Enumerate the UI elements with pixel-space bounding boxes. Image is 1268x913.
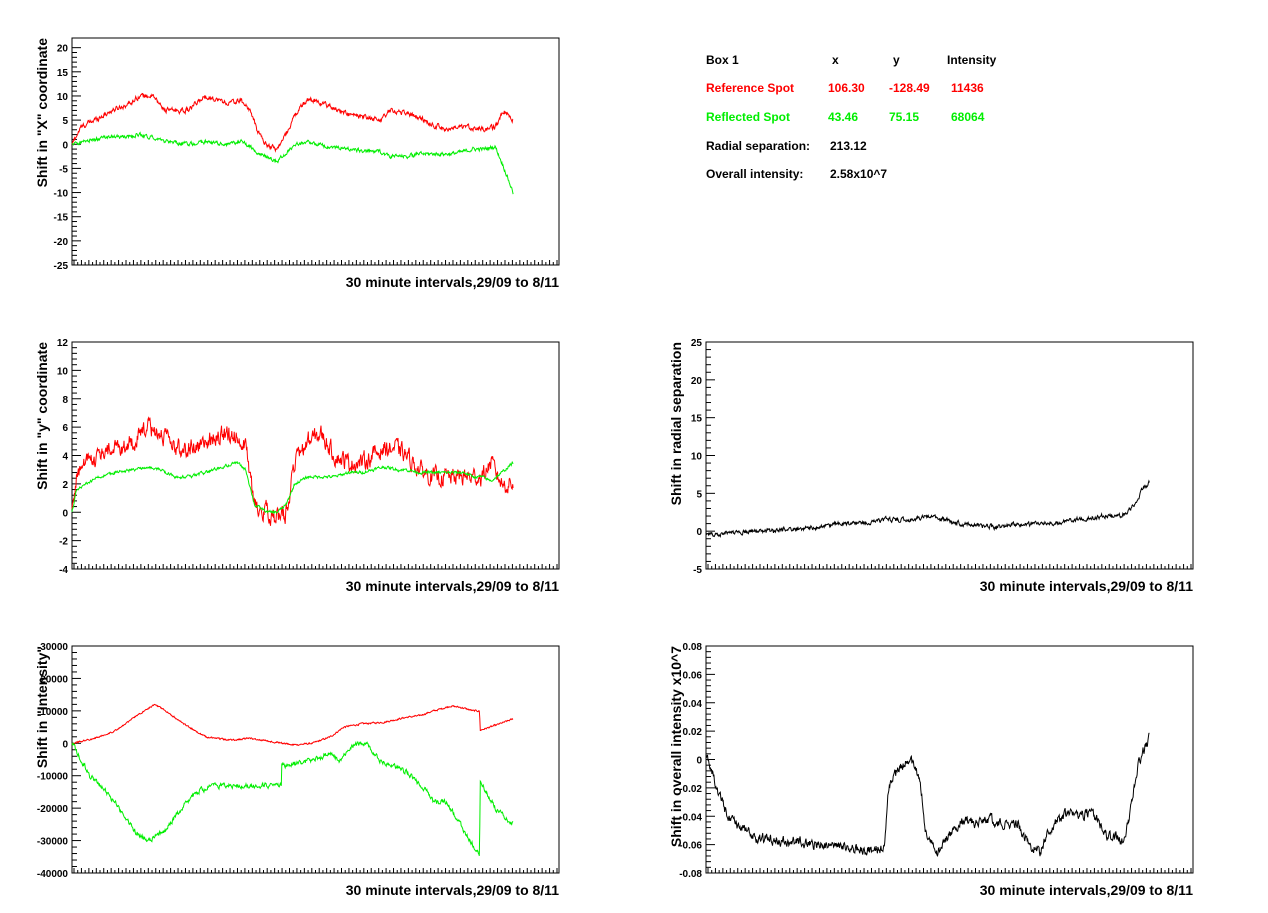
y-axis-label: Shift in overall intensity x10^7 bbox=[668, 646, 684, 847]
y-axis-label: Shift in "X" coordinate bbox=[34, 38, 50, 188]
y-tick-label: 8 bbox=[62, 395, 68, 406]
y-axis-label: Shift in radial separation bbox=[668, 342, 684, 505]
y-tick-label: 0 bbox=[62, 508, 68, 519]
y-tick-label: -0.04 bbox=[679, 812, 702, 823]
x-axis-label: 30 minute intervals,29/09 to 8/11 bbox=[980, 882, 1193, 898]
reflected-spot-intensity: 68064 bbox=[951, 110, 985, 124]
y-tick-label: -20000 bbox=[37, 804, 69, 815]
plot-frame bbox=[71, 37, 560, 266]
chart-x-shift: -25 -20 -15 -10 -5 0 5 10 15 20 30 minute interval… bbox=[34, 37, 560, 290]
reference-spot-intensity: 11436 bbox=[951, 81, 984, 95]
y-tick-label: 10 bbox=[57, 92, 69, 103]
chart-radial-shift: -5 0 5 10 15 20 25 30 minute intervals,29/09 to… bbox=[668, 338, 1194, 594]
y-tick-label: 0 bbox=[62, 140, 68, 151]
y-tick-label: 12 bbox=[57, 338, 69, 349]
x-axis-label: 30 minute intervals,29/09 to 8/11 bbox=[346, 578, 559, 594]
radial-separation-value: 213.12 bbox=[830, 139, 867, 153]
series-line bbox=[71, 416, 514, 526]
y-tick-label: 2 bbox=[62, 480, 68, 491]
chart-overall-intensity-shift: -0.08 -0.06 -0.04 -0.02 0 0.02 0.04 0.06 0.08 30 … bbox=[668, 642, 1194, 898]
y-tick-label: -5 bbox=[693, 565, 702, 576]
y-tick-label: 15 bbox=[691, 414, 703, 425]
y-tick-label: -10 bbox=[54, 189, 69, 200]
series-line bbox=[705, 479, 1150, 538]
y-tick-label: 0.08 bbox=[683, 642, 703, 653]
reference-spot-label: Reference Spot bbox=[706, 81, 795, 95]
y-tick-label: -5 bbox=[59, 164, 68, 175]
y-tick-label: 20000 bbox=[40, 674, 68, 685]
y-tick-label: -40000 bbox=[37, 869, 69, 880]
y-tick-label: -0.06 bbox=[679, 841, 702, 852]
overall-intensity-value: 2.58x10^7 bbox=[830, 167, 888, 181]
y-tick-label: -25 bbox=[54, 261, 69, 272]
reflected-spot-label: Reflected Spot bbox=[706, 110, 791, 124]
series-line bbox=[71, 703, 514, 747]
radial-separation-label: Radial separation: bbox=[706, 139, 811, 153]
y-tick-label: 0.06 bbox=[683, 670, 703, 681]
y-tick-label: -2 bbox=[59, 537, 68, 548]
reflected-spot-y: 75.15 bbox=[889, 110, 920, 124]
x-axis-label: 30 minute intervals,29/09 to 8/11 bbox=[346, 274, 559, 290]
y-axis-label: Shift in "Intensity" bbox=[34, 646, 50, 768]
y-tick-label: -4 bbox=[59, 565, 68, 576]
y-axis-label: Shift in "y" coordinate bbox=[34, 342, 50, 490]
reference-spot-y: -128.49 bbox=[889, 81, 930, 95]
y-tick-label: 0 bbox=[62, 739, 68, 750]
series-line bbox=[71, 460, 514, 515]
info-header-y: y bbox=[893, 53, 900, 67]
y-tick-label: -30000 bbox=[37, 837, 69, 848]
series-line bbox=[71, 740, 514, 857]
plot-frame bbox=[705, 341, 1194, 570]
chart-intensity-shift: -40000 -30000 -20000 -10000 0 10000 20000 30000… bbox=[34, 642, 560, 898]
series-line bbox=[71, 131, 514, 195]
overall-intensity-label: Overall intensity: bbox=[706, 167, 804, 181]
series-line bbox=[705, 732, 1150, 857]
y-tick-label: 20 bbox=[691, 376, 703, 387]
y-tick-label: 4 bbox=[62, 452, 68, 463]
y-tick-label: -0.08 bbox=[679, 869, 702, 880]
y-tick-label: -10000 bbox=[37, 772, 69, 783]
y-tick-label: 0 bbox=[696, 527, 702, 538]
y-tick-label: 15 bbox=[57, 68, 69, 79]
y-tick-label: 6 bbox=[62, 423, 68, 434]
series-line bbox=[71, 92, 514, 153]
plot-frame bbox=[71, 341, 560, 570]
y-tick-label: 25 bbox=[691, 338, 703, 349]
y-tick-label: 10000 bbox=[40, 707, 68, 718]
y-tick-label: 0 bbox=[696, 756, 702, 767]
y-tick-label: 10 bbox=[57, 366, 69, 377]
y-tick-label: 5 bbox=[696, 489, 702, 500]
y-tick-label: 20 bbox=[57, 44, 69, 55]
y-tick-label: -20 bbox=[54, 237, 69, 248]
y-tick-label: 0.04 bbox=[683, 699, 703, 710]
y-tick-label: 30000 bbox=[40, 642, 68, 653]
y-tick-label: -15 bbox=[54, 213, 69, 224]
reference-spot-x: 106.30 bbox=[828, 81, 865, 95]
x-axis-label: 30 minute intervals,29/09 to 8/11 bbox=[980, 578, 1193, 594]
info-header-intensity: Intensity bbox=[947, 53, 997, 67]
y-tick-label: -0.02 bbox=[679, 784, 702, 795]
info-header-x: x bbox=[832, 53, 839, 67]
y-tick-label: 10 bbox=[691, 452, 703, 463]
info-header-label: Box 1 bbox=[706, 53, 739, 67]
x-axis-label: 30 minute intervals,29/09 to 8/11 bbox=[346, 882, 559, 898]
y-tick-label: 0.02 bbox=[683, 727, 703, 738]
y-tick-label: 5 bbox=[62, 116, 68, 127]
reflected-spot-x: 43.46 bbox=[828, 110, 859, 124]
chart-y-shift: -4 -2 0 2 4 6 8 10 12 30 minute intervals,29/09 t… bbox=[34, 338, 560, 594]
